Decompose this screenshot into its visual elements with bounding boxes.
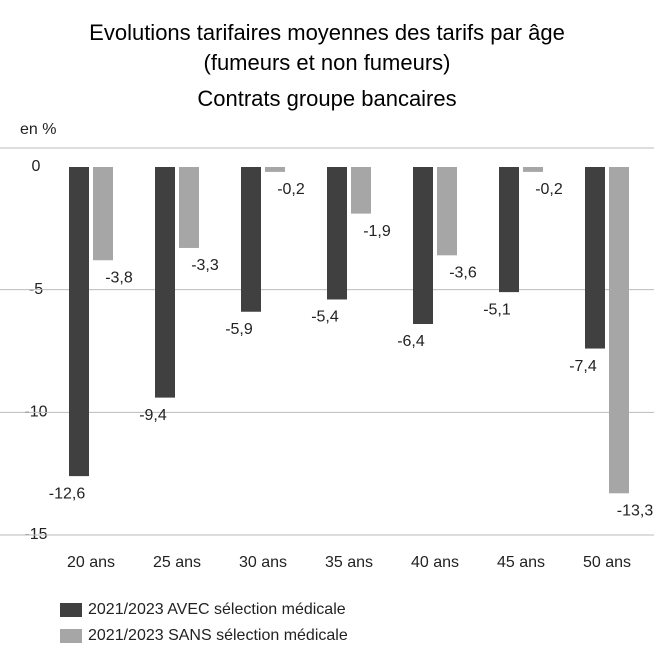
value-label: -3,3 — [191, 257, 219, 274]
value-label: -12,6 — [49, 485, 86, 502]
bar — [93, 167, 113, 261]
chart-title: Contrats groupe bancaires — [197, 86, 456, 111]
value-label: -1,9 — [363, 223, 391, 240]
bar — [609, 167, 629, 494]
legend-swatch — [60, 629, 82, 643]
value-label: -7,4 — [569, 358, 597, 375]
value-label: -9,4 — [139, 407, 167, 424]
value-label: -6,4 — [397, 333, 425, 350]
bar — [351, 167, 371, 214]
value-label: -0,2 — [277, 181, 305, 198]
bar — [413, 167, 433, 325]
value-label: -5,1 — [483, 301, 511, 318]
y-axis-label: en % — [20, 121, 56, 138]
bar — [69, 167, 89, 477]
bar — [523, 167, 543, 172]
x-tick-label: 45 ans — [497, 554, 545, 571]
chart-title: Evolutions tarifaires moyennes des tarif… — [89, 20, 565, 45]
x-tick-label: 50 ans — [583, 554, 631, 571]
x-tick-label: 25 ans — [153, 554, 201, 571]
y-tick-label: 0 — [32, 158, 41, 175]
legend-label: 2021/2023 AVEC sélection médicale — [88, 601, 346, 618]
x-tick-label: 35 ans — [325, 554, 373, 571]
value-label: -5,9 — [225, 321, 253, 338]
legend-swatch — [60, 603, 82, 617]
bar — [327, 167, 347, 300]
bar — [179, 167, 199, 248]
bar — [585, 167, 605, 349]
x-tick-label: 30 ans — [239, 554, 287, 571]
bar — [265, 167, 285, 172]
bar — [499, 167, 519, 293]
value-label: -0,2 — [535, 181, 563, 198]
value-label: -13,3 — [617, 503, 654, 520]
value-label: -5,4 — [311, 309, 339, 326]
x-tick-label: 40 ans — [411, 554, 459, 571]
x-tick-label: 20 ans — [67, 554, 115, 571]
bar — [241, 167, 261, 312]
bar — [437, 167, 457, 256]
chart-title: (fumeurs et non fumeurs) — [204, 50, 451, 75]
value-label: -3,8 — [105, 269, 133, 286]
value-label: -3,6 — [449, 265, 477, 282]
bar — [155, 167, 175, 398]
legend-label: 2021/2023 SANS sélection médicale — [88, 627, 348, 644]
